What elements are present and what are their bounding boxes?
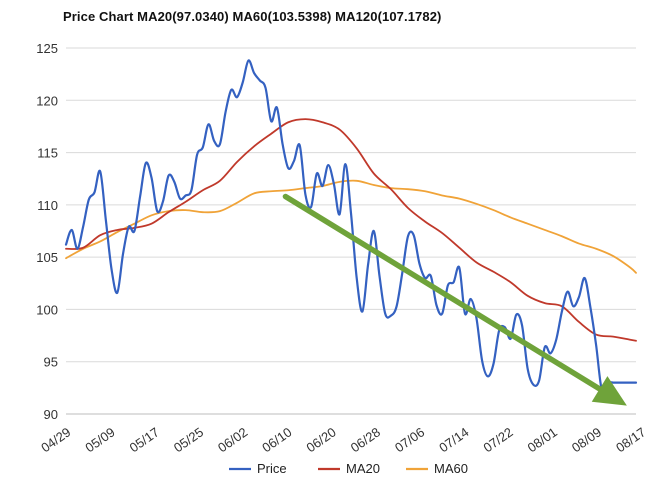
y-tick-label: 115 <box>37 146 58 161</box>
y-tick-label: 90 <box>44 407 58 422</box>
x-axis-labels: 04/29 05/09 05/17 05/25 06/02 06/10 06/20 06/28… <box>38 424 648 455</box>
x-tick-label: 06/02 <box>215 424 250 455</box>
y-tick-label: 110 <box>37 198 58 213</box>
trend-arrow <box>282 193 627 406</box>
trend-arrow-head <box>591 376 627 406</box>
series-line-ma20 <box>65 118 637 342</box>
x-tick-label: 05/25 <box>171 424 206 455</box>
x-tick-label: 05/09 <box>82 424 117 455</box>
chart-title: Price Chart MA20(97.0340) MA60(103.5398)… <box>63 9 442 24</box>
x-tick-label: 07/22 <box>480 424 515 455</box>
series-line-price <box>64 59 638 393</box>
x-tick-label: 08/01 <box>525 424 560 455</box>
trend-arrow-shaft <box>282 193 603 392</box>
x-tick-label: 06/20 <box>304 424 339 455</box>
x-tick-label: 04/29 <box>38 424 73 455</box>
y-tick-label: 95 <box>44 355 58 370</box>
y-tick-label: 100 <box>36 302 58 317</box>
x-tick-label: 07/14 <box>436 424 471 455</box>
legend-label-price: Price <box>257 461 287 476</box>
y-tick-label: 105 <box>36 250 58 265</box>
x-tick-label: 05/17 <box>127 424 162 455</box>
y-axis-labels: 90 95 100 105 110 115 120 125 <box>36 41 58 422</box>
x-tick-label: 06/10 <box>259 424 294 455</box>
x-tick-label: 06/28 <box>348 424 383 455</box>
x-tick-label: 08/09 <box>569 424 604 455</box>
legend: Price MA20 MA60 <box>229 461 468 476</box>
x-tick-label: 08/17 <box>613 424 648 455</box>
x-tick-label: 07/06 <box>392 424 427 455</box>
series-line-ma60 <box>65 179 637 274</box>
legend-label-ma20: MA20 <box>346 461 380 476</box>
y-tick-label: 125 <box>36 41 58 56</box>
legend-label-ma60: MA60 <box>434 461 468 476</box>
y-tick-label: 120 <box>36 93 58 108</box>
